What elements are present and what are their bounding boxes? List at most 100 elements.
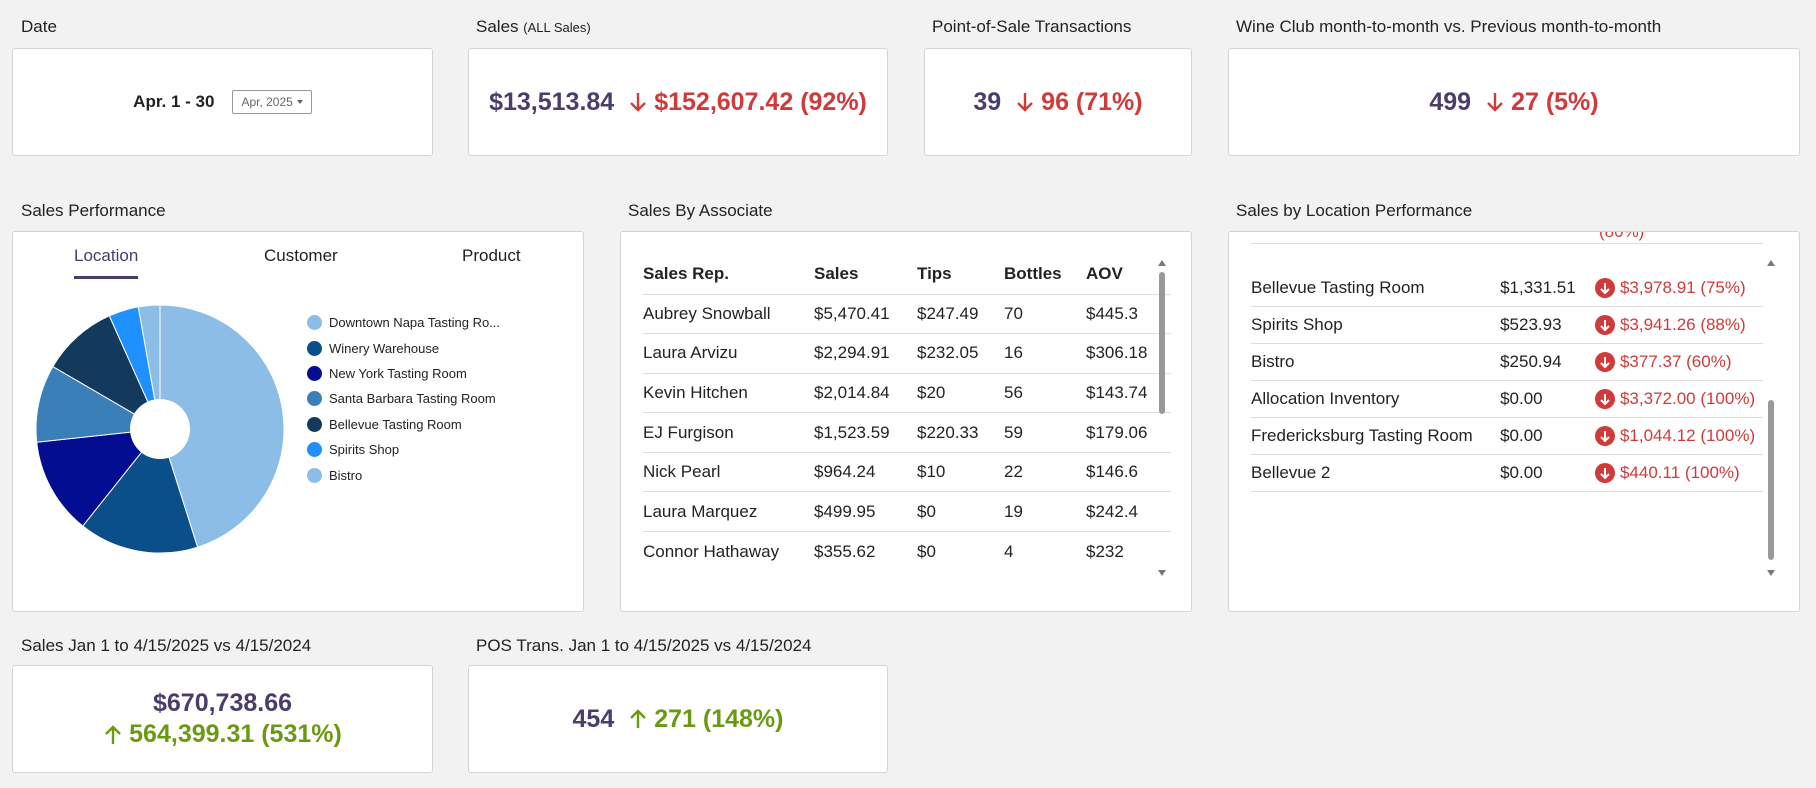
cell-tips: $0: [917, 491, 1004, 532]
location-label: Sales by Location Performance: [1236, 201, 1473, 220]
location-value: $1,331.51: [1500, 278, 1576, 297]
col-aov[interactable]: AOV: [1086, 263, 1123, 283]
tab-customer[interactable]: Customer: [264, 246, 338, 265]
date-range: Apr. 1 - 30: [133, 92, 215, 111]
cell-rep: Nick Pearl: [643, 451, 814, 492]
location-value: $0.00: [1500, 389, 1543, 408]
legend-label: Santa Barbara Tasting Room: [329, 391, 496, 407]
legend-item[interactable]: Bistro: [307, 462, 500, 487]
scroll-down-icon[interactable]: [1767, 570, 1775, 576]
location-scrollbar[interactable]: [1766, 260, 1776, 576]
clipped-row: (80%): [1251, 232, 1763, 244]
legend-item[interactable]: New York Tasting Room: [307, 361, 500, 386]
col-bottles[interactable]: Bottles: [1004, 263, 1062, 283]
sales-value: $13,513.84: [489, 87, 615, 116]
scroll-thumb[interactable]: [1159, 272, 1165, 414]
cell-rep: Laura Marquez: [643, 491, 814, 532]
pie-legend: Downtown Napa Tasting Ro... Winery Wareh…: [307, 310, 500, 488]
cell-bottles: 22: [1004, 451, 1086, 492]
associate-scrollbar[interactable]: [1157, 260, 1167, 576]
col-sales-rep[interactable]: Sales Rep.: [643, 263, 729, 283]
legend-item[interactable]: Santa Barbara Tasting Room: [307, 386, 500, 411]
table-row[interactable]: Aubrey Snowball $5,470.41 $247.49 70 $445.3: [643, 293, 1171, 334]
wineclub-change: 27 (5%): [1485, 88, 1599, 117]
performance-tabs: Location Customer Product: [13, 246, 583, 286]
cell-rep: Kevin Hitchen: [643, 372, 814, 413]
cell-bottles: 70: [1004, 293, 1086, 334]
month-select[interactable]: Apr, 2025: [232, 90, 312, 114]
table-header-row: Sales Rep. Sales Tips Bottles AOV: [643, 254, 1171, 294]
sales-change: $152,607.42 (92%): [628, 88, 867, 117]
pos-label: Point-of-Sale Transactions: [932, 17, 1132, 36]
scroll-down-icon[interactable]: [1158, 570, 1166, 576]
legend-swatch: [307, 315, 322, 331]
location-list-scroll[interactable]: (80%) Bellevue Tasting Room $1,331.51 $3…: [1251, 232, 1763, 552]
pie-slice-3[interactable]: [35, 365, 162, 443]
legend-item[interactable]: Bellevue Tasting Room: [307, 412, 500, 437]
scroll-thumb[interactable]: [1768, 400, 1774, 560]
cell-aov: $146.6: [1086, 451, 1171, 492]
scroll-up-icon[interactable]: [1767, 260, 1775, 266]
ytd-pos-change: 271 (148%): [628, 705, 783, 734]
list-item[interactable]: Bistro $250.94 $377.37 (60%): [1251, 344, 1763, 381]
arrow-down-icon: [630, 93, 647, 112]
list-item[interactable]: Fredericksburg Tasting Room $0.00 $1,044…: [1251, 418, 1763, 455]
location-change-value: $3,941.26 (88%): [1619, 315, 1746, 334]
pie-slice-6[interactable]: [137, 304, 161, 430]
scroll-up-icon[interactable]: [1158, 260, 1166, 266]
pie-slice-4[interactable]: [52, 315, 162, 431]
tab-product[interactable]: Product: [462, 246, 521, 265]
tab-location[interactable]: Location: [74, 246, 139, 279]
location-value: $250.94: [1500, 352, 1562, 371]
location-change: $1,044.12 (100%): [1594, 426, 1763, 446]
location-change: $3,978.91 (75%): [1594, 278, 1763, 298]
sales-performance-card: Location Customer Product Downtown Napa …: [12, 231, 584, 612]
pie-slice-0[interactable]: [159, 304, 285, 548]
location-card: (80%) Bellevue Tasting Room $1,331.51 $3…: [1228, 231, 1800, 612]
legend-item[interactable]: Spirits Shop: [307, 437, 500, 462]
pos-value: 39: [973, 87, 1002, 116]
list-item[interactable]: Allocation Inventory $0.00 $3,372.00 (10…: [1251, 381, 1763, 418]
ytd-sales-change-value: 564,399.31 (531%): [129, 720, 342, 748]
cell-aov: $242.4: [1086, 491, 1171, 532]
cell-aov: $179.06: [1086, 412, 1171, 453]
sales-performance-label: Sales Performance: [21, 201, 166, 220]
legend-item[interactable]: Downtown Napa Tasting Ro...: [307, 310, 500, 335]
cell-tips: $20: [917, 372, 1004, 413]
legend-swatch: [307, 442, 322, 458]
list-item[interactable]: Spirits Shop $523.93 $3,941.26 (88%): [1251, 307, 1763, 344]
location-change-value: $3,372.00 (100%): [1619, 389, 1756, 408]
table-row[interactable]: EJ Furgison $1,523.59 $220.33 59 $179.06: [643, 412, 1171, 453]
ytd-sales-change: 564,399.31 (531%): [103, 719, 342, 750]
cell-aov: $306.18: [1086, 333, 1171, 374]
location-change: $377.37 (60%): [1594, 352, 1763, 372]
ytd-pos-label: POS Trans. Jan 1 to 4/15/2025 vs 4/15/20…: [476, 636, 812, 655]
pos-card: 39 96 (71%): [924, 48, 1192, 156]
ytd-pos-card: 454 271 (148%): [468, 665, 888, 773]
legend-item[interactable]: Winery Warehouse: [307, 335, 500, 360]
cell-rep: Aubrey Snowball: [643, 293, 814, 334]
list-item[interactable]: Bellevue 2 $0.00 $440.11 (100%): [1251, 455, 1763, 492]
legend-label: Bistro: [329, 467, 363, 483]
pie-slice-2[interactable]: [36, 428, 162, 527]
col-sales[interactable]: Sales: [814, 263, 859, 283]
wineclub-label: Wine Club month-to-month vs. Previous mo…: [1236, 17, 1662, 36]
legend-swatch: [307, 340, 322, 356]
pie-slice-1[interactable]: [82, 427, 199, 554]
associate-table-scroll[interactable]: Sales Rep. Sales Tips Bottles AOV Aubrey…: [643, 254, 1171, 582]
cell-sales: $5,470.41: [814, 293, 917, 334]
table-row[interactable]: Nick Pearl $964.24 $10 22 $146.6: [643, 451, 1171, 492]
legend-swatch: [307, 391, 322, 407]
table-row[interactable]: Connor Hathaway $355.62 $0 4 $232: [643, 531, 1171, 572]
table-row[interactable]: Laura Marquez $499.95 $0 19 $242.4: [643, 491, 1171, 532]
table-row[interactable]: Laura Arvizu $2,294.91 $232.05 16 $306.18: [643, 333, 1171, 374]
date-label: Date: [21, 17, 57, 36]
location-name: Fredericksburg Tasting Room: [1251, 426, 1473, 445]
table-row[interactable]: Kevin Hitchen $2,014.84 $20 56 $143.74: [643, 372, 1171, 413]
location-name: Bellevue 2: [1251, 463, 1331, 482]
col-tips[interactable]: Tips: [917, 263, 952, 283]
list-item[interactable]: Bellevue Tasting Room $1,331.51 $3,978.9…: [1251, 270, 1763, 307]
location-value: $523.93: [1500, 315, 1562, 334]
arrow-down-circle-icon: [1594, 278, 1615, 298]
wineclub-value: 499: [1429, 87, 1472, 116]
